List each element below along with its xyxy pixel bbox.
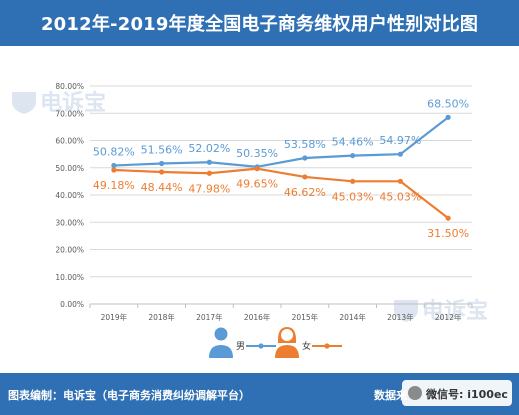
male-data-point (159, 160, 165, 167)
male-data-label: 54.46% (332, 136, 374, 149)
page-title: 2012年-2019年度全国电子商务维权用户性别对比图 (40, 14, 479, 35)
y-tick-label: 80.00% (55, 82, 84, 91)
male-data-label: 50.35% (236, 147, 278, 160)
x-tick-label: 2018年 (148, 312, 175, 322)
chart-credit: 图表编制：电诉宝（电子商务消费纠纷调解平台） (8, 389, 250, 402)
y-tick-label: 20.00% (55, 246, 84, 255)
y-tick-label: 30.00% (55, 218, 84, 227)
y-tick-label: 50.00% (55, 164, 84, 173)
female-data-label: 46.62% (284, 186, 326, 199)
y-tick-label: 60.00% (55, 137, 84, 146)
legend-marker-female (324, 343, 330, 349)
male-data-point (445, 114, 451, 120)
female-data-label: 48.44% (141, 181, 183, 194)
legend-label-male: 男 (236, 341, 245, 352)
x-tick-label: 2013年 (387, 312, 414, 322)
chart-area: 电诉宝 电诉宝 0.00% 10.00% 20.00% 30.00% 40.00% 50.0… (0, 46, 519, 373)
male-data-label: 54.97% (379, 134, 421, 147)
svg-text:电诉宝: 电诉宝 (40, 90, 106, 116)
male-data-point (302, 155, 308, 161)
y-tick-label: 40.00% (55, 191, 84, 200)
female-user-icon (275, 327, 299, 358)
y-tick-label: 0.00% (60, 300, 84, 309)
x-tick-label: 2017年 (196, 312, 223, 322)
female-data-label: 49.65% (236, 178, 278, 191)
data-source-label: 数据来 (374, 389, 407, 402)
wechat-id: 微信号: i100ec (426, 388, 508, 401)
male-user-icon (209, 327, 233, 358)
male-data-label: 52.02% (188, 142, 230, 155)
footer-bar: 图表编制：电诉宝（电子商务消费纠纷调解平台） 数据来 微信号: i100ec (0, 373, 519, 415)
female-data-point (206, 170, 212, 176)
y-tick-label: 70.00% (55, 109, 84, 118)
legend-label-female: 女 (302, 340, 311, 352)
female-data-label: 31.50% (427, 227, 469, 240)
male-data-point (350, 152, 356, 159)
x-tick-label: 2014年 (339, 312, 366, 322)
svg-text:电诉宝: 电诉宝 (422, 298, 488, 324)
y-tick-label: 10.00% (55, 273, 84, 282)
female-data-label: 49.18% (93, 179, 135, 192)
female-data-label: 45.03% (332, 190, 374, 203)
male-data-point (206, 159, 212, 165)
male-data-label: 53.58% (284, 138, 326, 151)
male-data-point (397, 151, 403, 157)
female-data-point (159, 169, 165, 175)
x-tick-label: 2012年 (435, 312, 462, 322)
female-data-label: 45.03% (379, 190, 421, 203)
brand-watermark: 电诉宝 (394, 298, 488, 324)
title-bar: 2012年-2019年度全国电子商务维权用户性别对比图 (0, 0, 519, 46)
x-tick-label: 2019年 (101, 312, 128, 322)
female-data-point (254, 166, 260, 172)
x-tick-label: 2016年 (244, 312, 271, 322)
female-data-point (350, 178, 356, 184)
male-data-point (111, 162, 117, 169)
female-series-line (113, 167, 449, 220)
female-data-point (397, 178, 403, 184)
female-data-point (111, 167, 117, 173)
wechat-icon (408, 386, 422, 400)
female-data-label: 47.98% (188, 182, 230, 195)
male-data-label: 50.82% (93, 146, 135, 159)
x-tick-label: 2015年 (292, 312, 319, 322)
male-series-line (113, 116, 449, 168)
male-data-label: 51.56% (141, 143, 183, 156)
female-data-point (302, 174, 308, 180)
legend-marker-male (258, 343, 264, 349)
male-data-label: 68.50% (427, 97, 469, 110)
female-data-point (445, 215, 451, 221)
wechat-badge: 微信号: i100ec (402, 380, 512, 406)
brand-watermark: 电诉宝 (12, 90, 106, 116)
